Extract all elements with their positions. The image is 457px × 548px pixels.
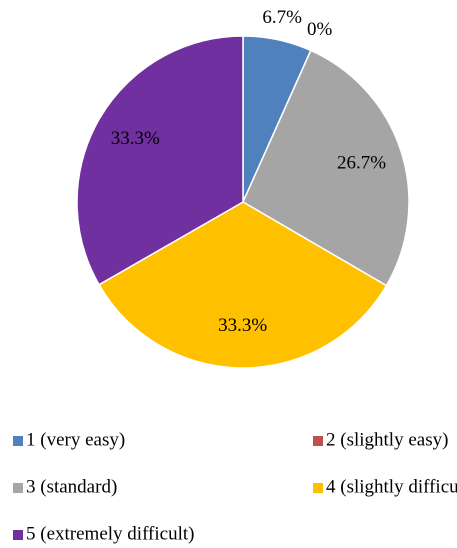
legend-label: 2 (slightly easy) — [326, 429, 448, 450]
data-label: 6.7% — [262, 7, 302, 28]
legend-swatch — [13, 530, 23, 540]
legend-swatch — [13, 483, 23, 493]
legend-label: 4 (slightly difficult) — [326, 476, 457, 497]
legend-label: 5 (extremely difficult) — [26, 523, 194, 544]
data-label: 33.3% — [111, 128, 160, 149]
legend-swatch — [313, 436, 323, 446]
data-label: 26.7% — [337, 152, 386, 173]
pie-slice — [242, 49, 410, 287]
legend-swatch — [313, 483, 323, 493]
pie-slice — [76, 35, 244, 286]
legend-swatch — [13, 436, 23, 446]
legend-label: 1 (very easy) — [26, 429, 125, 450]
data-label: 33.3% — [218, 315, 267, 336]
data-label: 0% — [307, 19, 333, 40]
legend-label: 3 (standard) — [26, 476, 117, 497]
